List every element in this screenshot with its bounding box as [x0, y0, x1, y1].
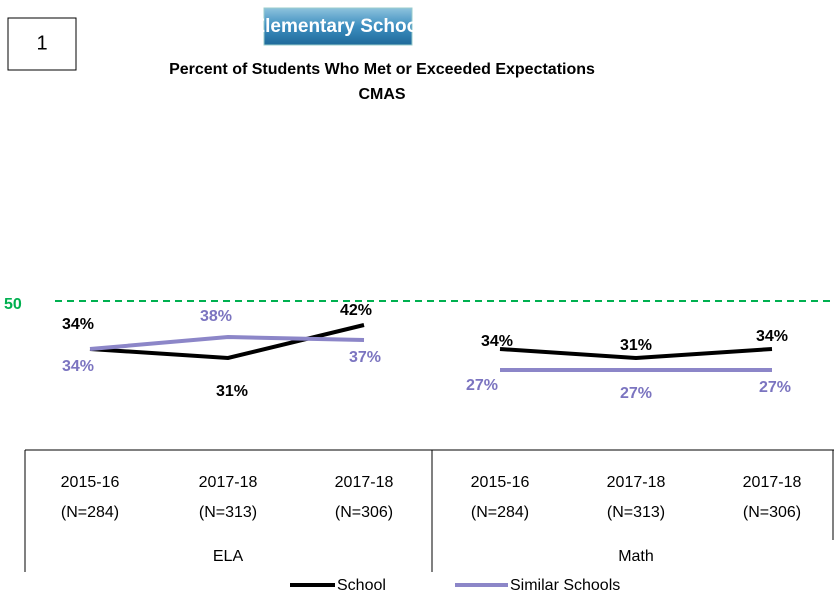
data-label: 38%: [200, 308, 232, 325]
data-label: 27%: [759, 379, 791, 396]
badge: 1: [36, 32, 47, 54]
subtitle: CMAS: [358, 86, 405, 103]
group-label: ELA: [213, 548, 244, 565]
series-line: [89, 323, 365, 361]
group-label: Math: [618, 548, 654, 565]
series-line: [499, 347, 773, 361]
data-label: 31%: [216, 383, 248, 400]
legend-label: Similar Schools: [510, 577, 620, 594]
data-label: 42%: [340, 302, 372, 319]
data-label: 37%: [349, 349, 381, 366]
badge-box: [7, 17, 77, 71]
data-label: 31%: [620, 337, 652, 354]
data-label: 27%: [620, 385, 652, 402]
legend-label: School: [337, 577, 386, 594]
data-label: 34%: [481, 333, 513, 350]
data-label: 34%: [756, 328, 788, 345]
x-tick-label: 2017-18: [607, 474, 666, 491]
x-tick-label: (N=284): [471, 504, 529, 521]
reference-label: 50: [4, 296, 22, 313]
x-tick-label: (N=306): [743, 504, 801, 521]
subtitle: Percent of Students Who Met or Exceeded …: [169, 61, 595, 78]
x-tick-label: 2017-18: [743, 474, 802, 491]
data-label: 34%: [62, 316, 94, 333]
x-tick-label: (N=313): [199, 504, 257, 521]
x-tick-label: 2015-16: [61, 474, 120, 491]
x-tick-label: 2015-16: [471, 474, 530, 491]
x-tick-label: 2017-18: [199, 474, 258, 491]
series-line: [89, 334, 365, 351]
chart-title: Elementary School: [252, 16, 423, 37]
x-tick-label: (N=306): [335, 504, 393, 521]
data-label: 34%: [62, 358, 94, 375]
x-tick-label: 2017-18: [335, 474, 394, 491]
x-tick-label: (N=284): [61, 504, 119, 521]
data-label: 27%: [466, 377, 498, 394]
x-tick-label: (N=313): [607, 504, 665, 521]
title-box: [263, 7, 413, 46]
